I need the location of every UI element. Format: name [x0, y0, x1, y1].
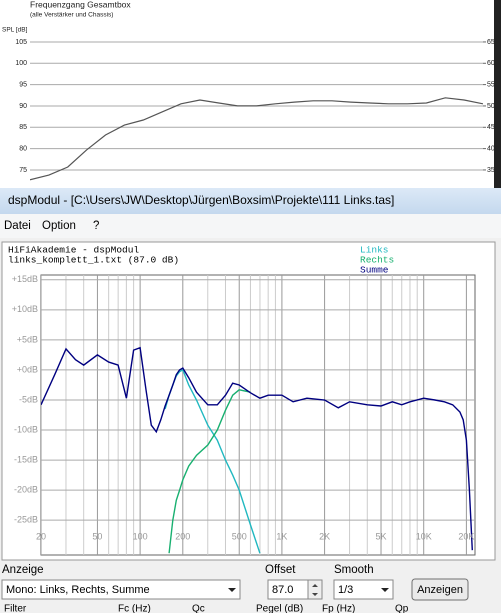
axes: 20 50 100 200 500 1K 2K 5K 10K 20K +15dB +10dB +5dB +… — [12, 245, 475, 542]
y-tick-label: 100 — [15, 60, 27, 67]
spin-value: 87.0 — [272, 584, 293, 596]
window-title: dspModul - [C:\Users\JW\Desktop\Jürgen\B… — [8, 193, 394, 207]
y2-tick-label: 65 — [487, 39, 495, 46]
y-tick-label: -20dB — [14, 484, 38, 494]
chart-title: HiFiAkademie - dspModul — [8, 245, 139, 256]
title-bar — [0, 188, 501, 214]
legend-entry: Links — [360, 245, 389, 256]
dropdown[interactable] — [333, 579, 394, 600]
y-tick-label: +10dB — [12, 304, 38, 314]
x-tick-label: 10K — [416, 531, 432, 541]
spin-arrows — [312, 584, 318, 596]
column-header: Qp — [395, 604, 409, 613]
y-tick-label: 90 — [19, 103, 27, 110]
y-tick-label: 75 — [19, 167, 27, 174]
y-tick-label: 95 — [19, 81, 27, 88]
y-tick-label: 85 — [19, 124, 27, 131]
y-tick-label: -25dB — [14, 515, 38, 525]
label: Smooth — [334, 564, 374, 576]
top-title: Frequenzgang Gesamtbox — [30, 0, 131, 9]
x-tick-label: 100 — [133, 531, 148, 541]
y-tick-label: +5dB — [17, 334, 38, 344]
legend-entry: Summe — [360, 265, 389, 276]
y2-tick-label: 60 — [487, 60, 495, 67]
y2-tick-label: 55 — [487, 81, 495, 88]
column-header: Fp (Hz) — [322, 604, 355, 613]
plot — [41, 275, 475, 555]
label: Anzeige — [2, 564, 44, 576]
button-label: Anzeigen — [417, 584, 463, 596]
y-tick-label: -5dB — [19, 394, 38, 404]
y-tick-label: 105 — [15, 39, 27, 46]
dropdown-value: 1/3 — [338, 584, 353, 596]
x-tick-label: 20K — [458, 531, 474, 541]
x-tick-label: 2K — [319, 531, 330, 541]
x-tick-label: 20 — [36, 531, 46, 541]
column-header: Filter — [4, 604, 27, 613]
y2-tick-label: 50 — [487, 103, 495, 110]
top-subtitle: (alle Verstärker und Chassis) — [30, 12, 113, 19]
column-header: Fc (Hz) — [118, 604, 151, 613]
x-tick-label: 5K — [376, 531, 387, 541]
x-tick-label: 500 — [232, 531, 247, 541]
dropdown[interactable] — [1, 579, 241, 600]
dropdown-arrow — [228, 588, 236, 592]
legend-entry: Rechts — [360, 255, 394, 266]
y2-tick-label: 45 — [487, 124, 495, 131]
dropdown-arrow — [381, 588, 389, 592]
label: Offset — [265, 564, 296, 576]
data-line — [30, 97, 483, 181]
y-tick-label: -10dB — [14, 424, 38, 434]
spin-buttons[interactable] — [307, 579, 323, 600]
top-plot — [30, 41, 483, 181]
chart-subtitle: links_komplett_1.txt (87.0 dB) — [8, 255, 179, 266]
dropdown-value: Mono: Links, Rechts, Summe — [6, 584, 150, 596]
button[interactable] — [411, 578, 469, 601]
top-chart-bg — [0, 0, 501, 188]
y2-tick-label: 35 — [487, 167, 495, 174]
y-axis-label: SPL [dB] — [2, 27, 28, 34]
x-tick-label: 50 — [92, 531, 102, 541]
x-tick-label: 200 — [175, 531, 190, 541]
y2-tick-label: 40 — [487, 145, 495, 152]
menu-item[interactable]: ? — [93, 220, 99, 232]
data-line — [41, 346, 473, 551]
menu-item[interactable]: Datei — [4, 220, 31, 232]
menu-bar — [0, 214, 501, 238]
column-header: Pegel (dB) — [256, 604, 303, 613]
data-line — [168, 389, 251, 554]
y-tick-label: +15dB — [12, 274, 38, 284]
y-tick-label: -15dB — [14, 454, 38, 464]
x-tick-label: 1K — [276, 531, 287, 541]
plot-frame — [40, 274, 476, 556]
column-header: Qc — [192, 604, 205, 613]
top-axes: 75 80 85 90 95 100 105 35 40 45 50 55 60 65 — [15, 39, 495, 174]
menu-item[interactable]: Option — [42, 220, 76, 232]
y-tick-label: +0dB — [17, 364, 38, 374]
edge — [494, 0, 501, 188]
y-tick-label: 80 — [19, 145, 27, 152]
